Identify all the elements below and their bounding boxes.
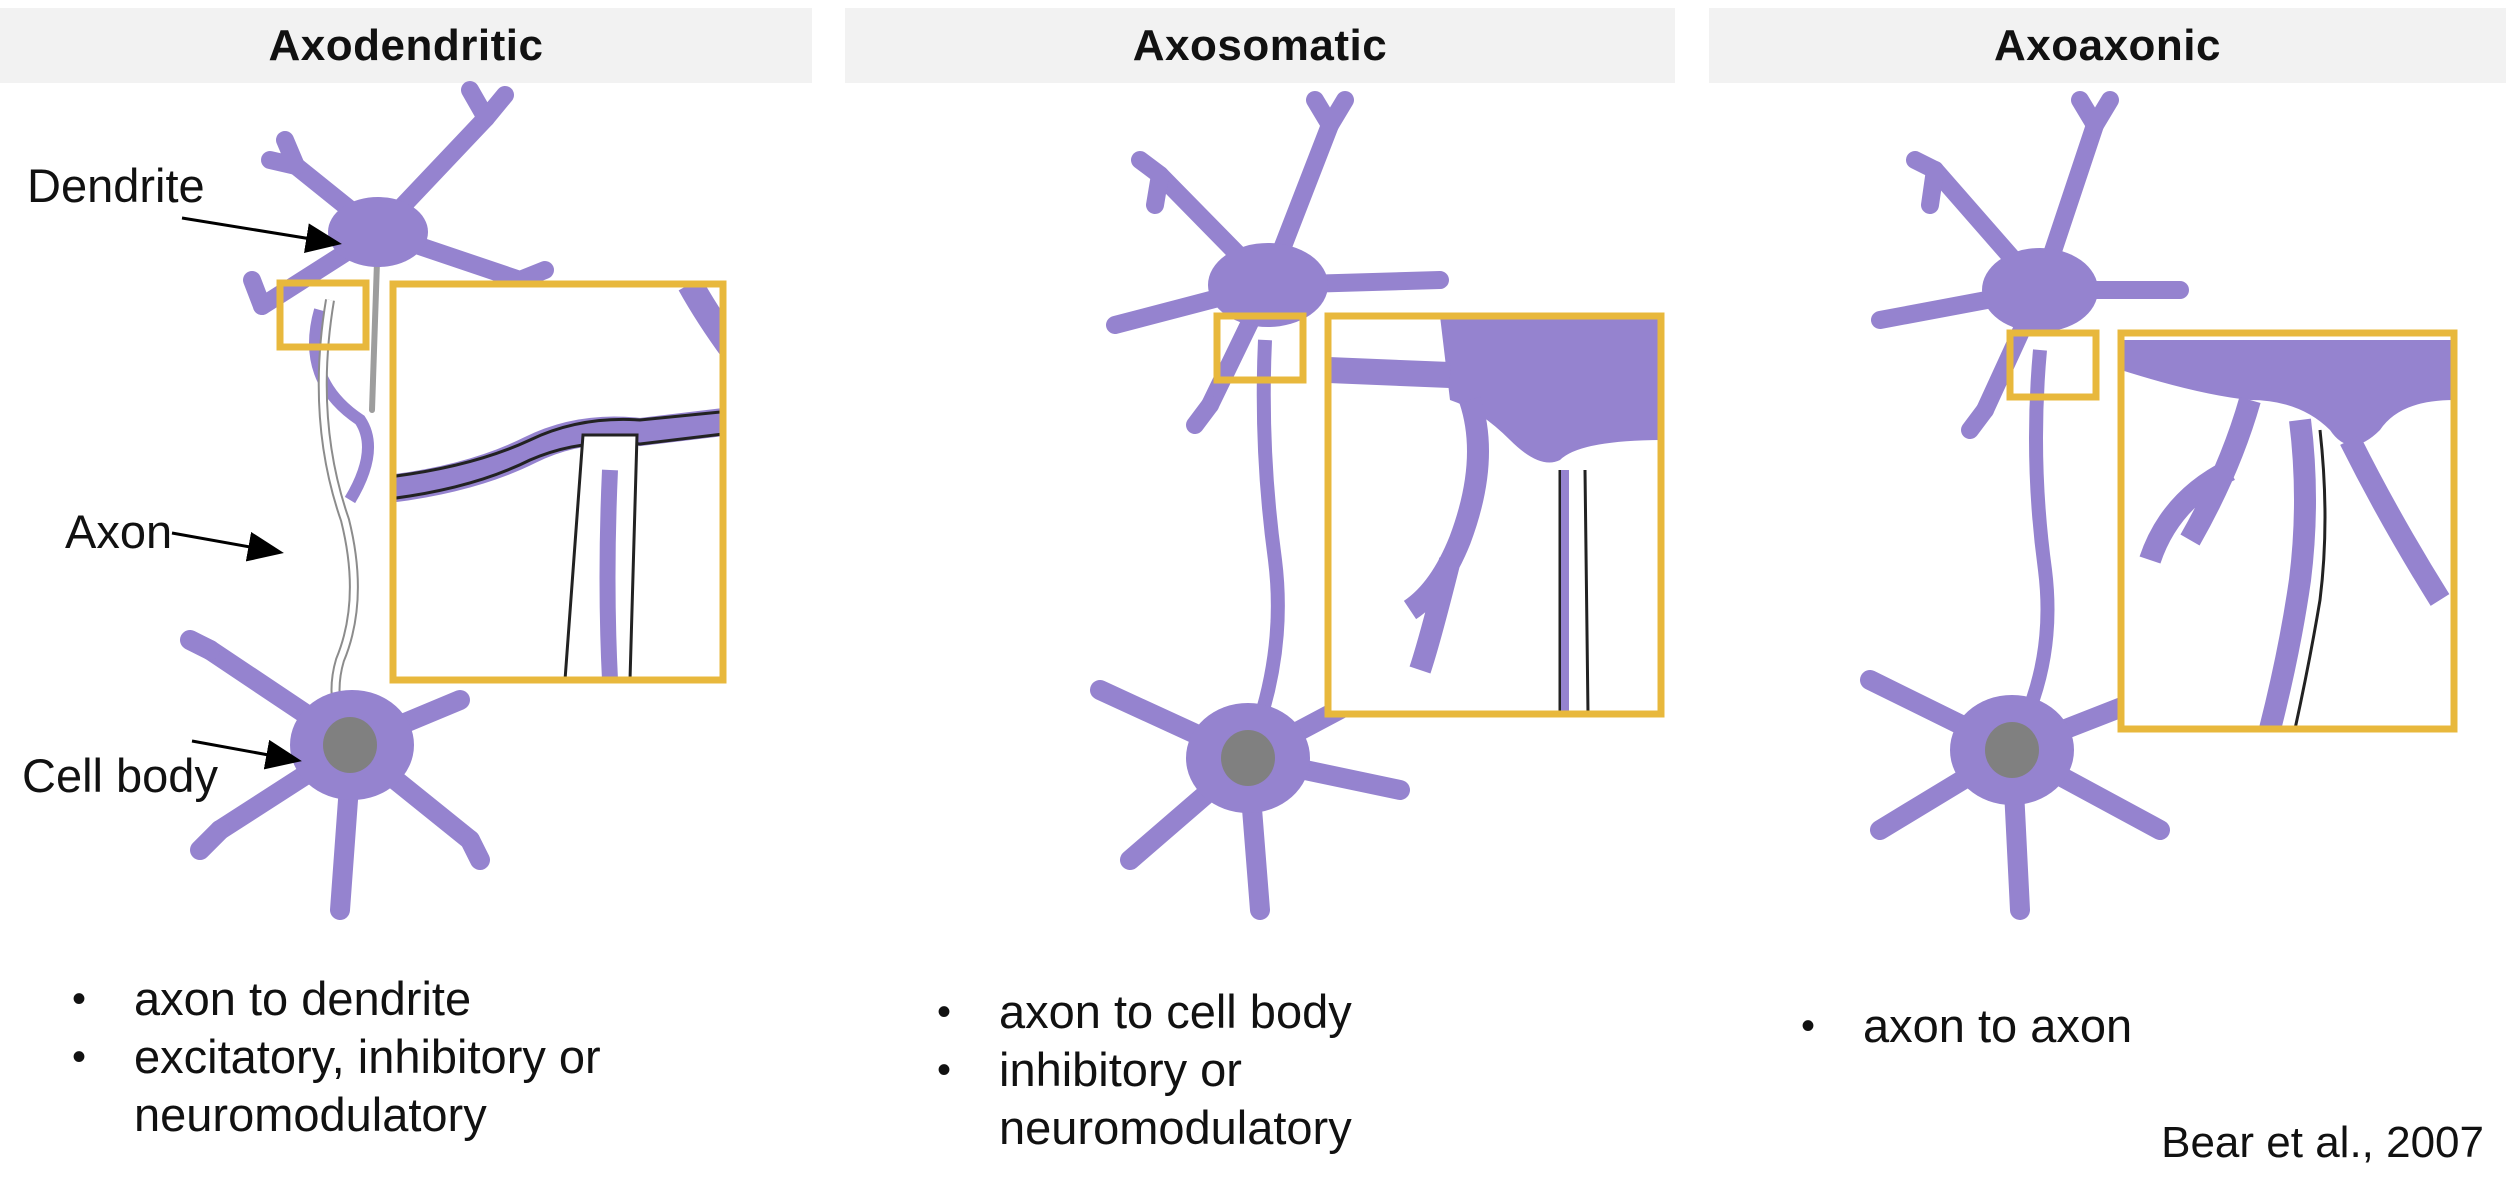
highlight-box-small-1 xyxy=(276,279,370,351)
nucleus xyxy=(323,717,377,773)
neuron-upper-axosomatic xyxy=(1106,91,1449,434)
cell-body-arrow xyxy=(191,739,302,770)
panel-title: Axosomatic xyxy=(1132,20,1388,70)
label-cell-body: Cell body xyxy=(22,749,218,802)
bullet-list-axosomatic: axon to cell body inhibitory or neuromod… xyxy=(937,983,1417,1157)
bullet-list-axodendritic: axon to dendrite excitatory, inhibitory … xyxy=(72,970,772,1144)
axon-line-axosomatic xyxy=(1253,339,1285,723)
bullet-item: axon to cell body xyxy=(937,983,1417,1041)
highlight-box-small-3 xyxy=(2006,329,2100,401)
label-dendrite: Dendrite xyxy=(27,159,205,212)
bullet-list-axoaxonic: axon to axon xyxy=(1801,997,2401,1055)
panel-header-axosomatic: Axosomatic xyxy=(845,8,1675,83)
citation: Bear et al., 2007 xyxy=(2161,1118,2484,1167)
dendrite-arrow xyxy=(181,216,342,253)
bullet-item: axon to axon xyxy=(1801,997,2401,1055)
neuron-lower-axosomatic xyxy=(1090,670,1410,920)
panel-title: Axoaxonic xyxy=(1993,20,2221,70)
bullet-item: axon to dendrite xyxy=(72,970,772,1028)
neuron-lower-axoaxonic xyxy=(1860,670,2170,920)
nucleus xyxy=(1985,722,2039,778)
label-axon: Axon xyxy=(65,505,173,558)
panel-header-axodendritic: Axodendritic xyxy=(0,8,812,83)
axon-arrow xyxy=(171,531,284,562)
neuron-lower-axodendritic xyxy=(180,630,490,920)
axon-line-axoaxonic xyxy=(2018,349,2055,723)
bullet-item: excitatory, inhibitory or neuromodulator… xyxy=(72,1028,772,1144)
panel-title: Axodendritic xyxy=(268,20,544,70)
nucleus xyxy=(1221,730,1275,786)
panel-header-axoaxonic: Axoaxonic xyxy=(1709,8,2506,83)
bullet-item: inhibitory or neuromodulatory xyxy=(937,1041,1417,1157)
neuron-upper-axodendritic xyxy=(243,81,554,504)
highlight-box-small-2 xyxy=(1213,312,1307,384)
